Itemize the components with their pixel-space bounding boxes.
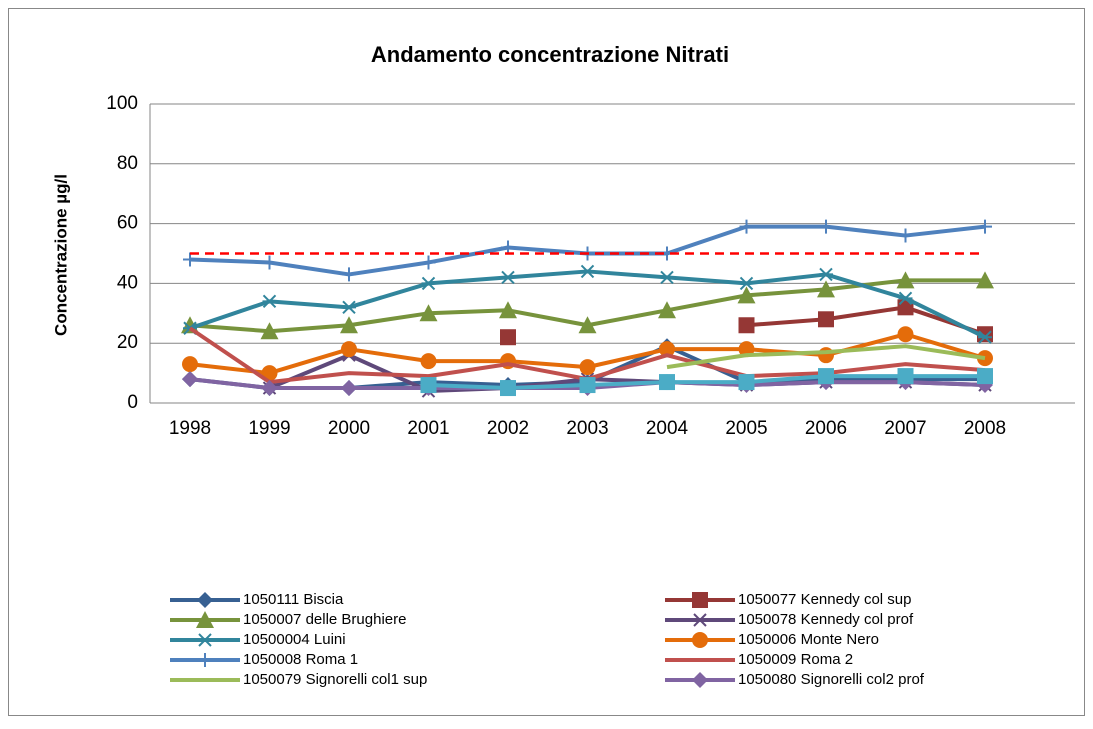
marker	[419, 304, 438, 322]
marker	[183, 252, 197, 267]
marker	[420, 353, 437, 370]
chart-title: Andamento concentrazione Nitrati	[371, 42, 729, 67]
marker	[499, 301, 517, 319]
marker	[198, 653, 212, 667]
y-tick-label: 0	[127, 392, 138, 413]
x-tick-label: 2002	[487, 418, 529, 439]
y-tick-label: 60	[117, 213, 138, 234]
x-tick-label: 1999	[248, 418, 290, 439]
legend-label: 1050008 Roma 1	[243, 651, 358, 668]
marker	[342, 267, 356, 282]
marker	[578, 316, 597, 334]
marker	[420, 377, 437, 394]
marker	[896, 271, 915, 289]
marker	[897, 368, 914, 385]
legend-label: 10500004 Luini	[243, 631, 346, 648]
marker	[500, 380, 516, 397]
marker	[421, 276, 436, 291]
marker	[738, 317, 755, 334]
marker	[738, 374, 755, 391]
legend-label: 1050080 Signorelli col2 prof	[738, 671, 925, 688]
x-tick-label: 2004	[646, 418, 689, 439]
x-tick-label: 1998	[169, 418, 211, 439]
marker	[818, 347, 834, 364]
series-line	[746, 305, 986, 337]
marker	[197, 592, 213, 608]
x-tick-label: 2005	[725, 418, 767, 439]
x-tick-label: 2001	[407, 418, 449, 439]
marker	[341, 380, 357, 397]
marker	[739, 219, 754, 234]
legend-label: 1050006 Monte Nero	[738, 631, 879, 648]
marker	[692, 632, 708, 648]
marker	[660, 270, 674, 285]
marker	[340, 316, 358, 334]
marker	[737, 286, 756, 304]
y-tick-label: 100	[106, 93, 138, 114]
marker	[978, 219, 992, 234]
marker	[579, 377, 596, 394]
marker	[196, 611, 214, 628]
marker	[692, 592, 708, 608]
marker	[819, 267, 833, 282]
marker	[182, 371, 198, 388]
y-tick-label: 20	[117, 332, 138, 353]
legend-label: 1050007 delle Brughiere	[243, 611, 406, 628]
legend-label: 1050009 Roma 2	[738, 651, 853, 668]
legend-label: 1050078 Kennedy col prof	[738, 611, 914, 628]
marker	[260, 322, 279, 340]
marker	[692, 672, 708, 688]
marker	[818, 368, 834, 385]
chart-frame	[8, 8, 1085, 716]
x-tick-label: 2007	[884, 418, 926, 439]
marker	[579, 359, 596, 376]
marker	[817, 280, 835, 298]
marker	[977, 368, 993, 385]
marker	[978, 330, 992, 344]
x-tick-label: 2000	[328, 418, 370, 439]
marker	[182, 356, 198, 373]
marker	[501, 270, 515, 285]
y-tick-label: 40	[117, 272, 138, 293]
marker	[421, 255, 436, 270]
marker	[658, 301, 676, 319]
marker	[501, 240, 515, 255]
x-tick-label: 2006	[805, 418, 847, 439]
marker	[500, 329, 516, 346]
marker	[898, 228, 913, 243]
marker	[976, 271, 994, 289]
marker	[659, 374, 675, 391]
y-axis-label: Concentrazione µg/l	[51, 174, 70, 336]
x-tick-label: 2008	[964, 418, 1006, 439]
marker	[342, 300, 356, 315]
marker	[898, 291, 913, 306]
legend-label: 1050079 Signorelli col1 sup	[243, 671, 427, 688]
marker	[977, 326, 993, 343]
series-line	[666, 344, 986, 370]
marker	[198, 633, 212, 647]
marker	[897, 326, 914, 343]
marker	[819, 219, 833, 234]
marker	[659, 341, 675, 358]
legend-label: 1050111 Biscia	[243, 591, 344, 608]
marker	[262, 294, 277, 309]
legend-label: 1050077 Kennedy col sup	[738, 591, 911, 608]
y-tick-label: 80	[117, 153, 138, 174]
marker	[739, 276, 754, 291]
series-line	[428, 374, 985, 391]
marker	[262, 255, 277, 270]
marker	[580, 264, 595, 279]
x-tick-label: 2003	[566, 418, 608, 439]
marker	[261, 380, 278, 397]
marker	[693, 613, 707, 627]
marker	[818, 311, 834, 328]
marker	[341, 341, 357, 358]
